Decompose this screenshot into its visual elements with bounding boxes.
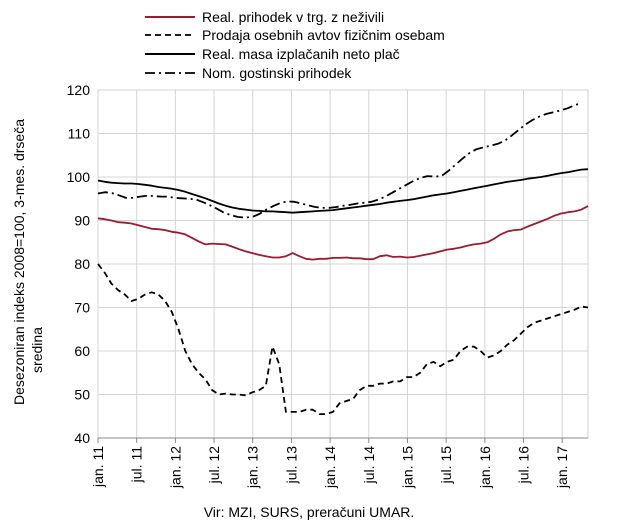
y-tick-label: 80	[74, 256, 90, 272]
legend-label-hospitality: Nom. gostinski prihodek	[202, 65, 352, 81]
y-tick-label: 120	[67, 82, 91, 98]
y-axis-title-line-1: Desezoniran indeks 2008=100, 3-mes. drse…	[11, 119, 27, 405]
x-tick-label: jan. 17	[554, 446, 570, 489]
legend-label-wages: Real. masa izplačanih neto plač	[202, 46, 400, 62]
x-tick-label: jan. 14	[322, 446, 338, 489]
series-car-sales	[97, 263, 589, 416]
legend-entry-wages: Real. masa izplačanih neto plač	[145, 46, 400, 62]
series-retail-nonfood	[97, 205, 589, 261]
y-tick-label: 60	[74, 343, 90, 359]
x-tick-label: jul. 11	[129, 446, 145, 484]
series-hospitality	[97, 102, 582, 219]
y-tick-label: 110	[68, 126, 91, 142]
y-tick-label: 90	[74, 213, 90, 229]
x-tick-label: jul. 12	[206, 446, 222, 485]
x-tick-label: jul. 15	[438, 446, 454, 485]
y-tick-label: 100	[67, 169, 91, 185]
x-tick-label: jul. 13	[283, 446, 299, 485]
x-tick-label: jan. 13	[245, 446, 261, 489]
x-tick-label: jan. 16	[477, 446, 493, 489]
source-note: Vir: MZI, SURS, preračuni UMAR.	[204, 504, 415, 520]
legend: Real. prihodek v trg. z neživili Prodaja…	[145, 9, 445, 81]
y-tick-label: 50	[74, 387, 90, 403]
legend-entry-retail: Real. prihodek v trg. z neživili	[145, 9, 384, 25]
y-axis-title-line-2: sredina	[29, 327, 45, 373]
y-tick-label: 70	[74, 300, 90, 316]
series-net-wages	[97, 168, 589, 214]
x-tick-label: jul. 16	[516, 446, 532, 485]
legend-entry-cars: Prodaja osebnih avtov fizičnim osebam	[145, 27, 445, 43]
x-tick-label: jul. 14	[361, 446, 377, 485]
x-tick-label: jan. 15	[399, 446, 415, 489]
legend-entry-hospitality: Nom. gostinski prihodek	[145, 65, 352, 81]
y-tick-label: 40	[74, 430, 90, 446]
y-axis-title: Desezoniran indeks 2008=100, 3-mes. drse…	[11, 119, 45, 405]
x-tick-label: jan. 11	[90, 446, 106, 488]
x-tick-label: jan. 12	[167, 446, 183, 489]
legend-label-retail: Real. prihodek v trg. z neživili	[202, 9, 384, 25]
legend-label-cars: Prodaja osebnih avtov fizičnim osebam	[202, 27, 445, 43]
plot-area: 40 50 60 70 80 90 100 110 120 jan. 11 jul. 11 jan. …	[67, 82, 589, 489]
